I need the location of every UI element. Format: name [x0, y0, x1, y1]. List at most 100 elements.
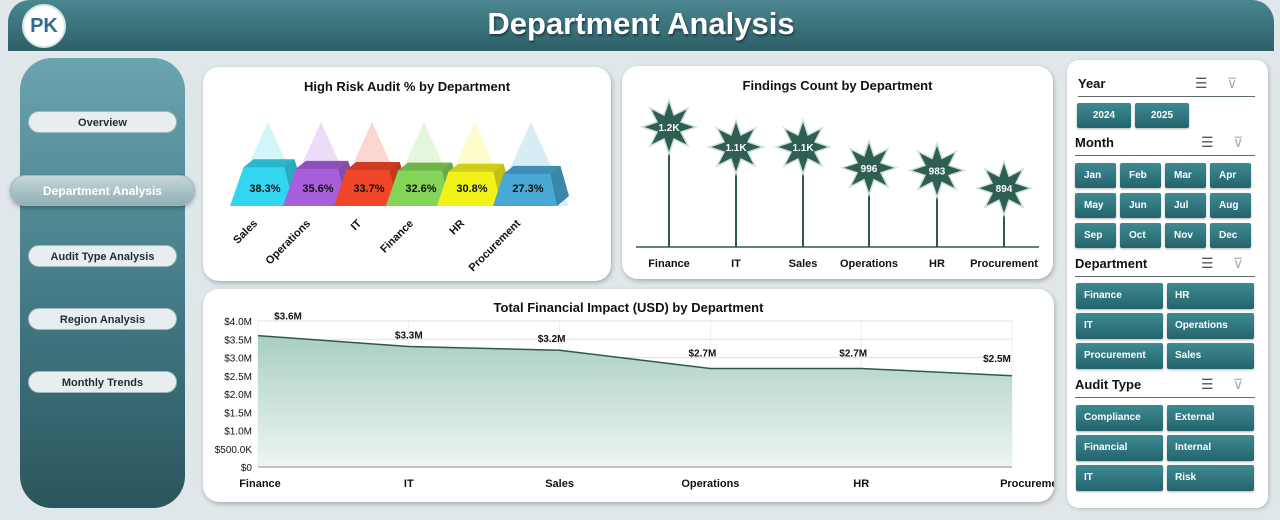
category-label: Operations [840, 258, 898, 270]
category-label: IT [349, 217, 365, 233]
category-label: Operations [681, 478, 739, 490]
y-tick-label: $3.0M [224, 354, 252, 365]
clear-filter-icon[interactable]: ⊽ [1227, 75, 1238, 91]
y-tick-label: $2.5M [224, 372, 252, 383]
data-label: 983 [929, 166, 946, 177]
month-slicer-item[interactable]: Oct [1120, 223, 1161, 248]
data-label: 32.6% [405, 183, 436, 195]
audit-type-slicer-item[interactable]: External [1167, 405, 1254, 431]
audit-type-slicer-item[interactable]: Internal [1167, 435, 1254, 461]
category-label: Finance [239, 478, 281, 490]
year-slicer-item[interactable]: 2025 [1135, 103, 1189, 128]
data-label: 894 [996, 184, 1013, 195]
department-slicer-item[interactable]: Finance [1076, 283, 1163, 309]
star-marker [974, 158, 1034, 218]
star-marker [639, 97, 699, 157]
data-label: 27.3% [512, 183, 543, 195]
clear-filter-icon[interactable]: ⊽ [1233, 134, 1244, 150]
data-label: 1.1K [725, 143, 747, 154]
financial-impact-chart-card: Total Financial Impact (USD) by Departme… [203, 289, 1054, 502]
month-slicer-item[interactable]: Sep [1075, 223, 1116, 248]
y-tick-label: $3.5M [224, 335, 252, 346]
category-label: HR [853, 478, 869, 490]
nav-overview-button[interactable]: Overview [28, 111, 177, 133]
category-label: HR [929, 258, 945, 270]
y-tick-label: $0 [241, 463, 253, 474]
clear-filter-icon[interactable]: ⊽ [1233, 255, 1244, 271]
department-slicer-item[interactable]: Sales [1167, 343, 1254, 369]
month-slicer-item[interactable]: Nov [1165, 223, 1206, 248]
area-fill [258, 335, 1012, 467]
year-slicer-item[interactable]: 2024 [1077, 103, 1131, 128]
y-tick-label: $1.5M [224, 408, 252, 419]
data-label: $3.6M [274, 312, 302, 323]
multi-select-icon[interactable]: ☰ [1195, 75, 1208, 91]
sidebar [20, 58, 185, 508]
category-label: Sales [545, 478, 574, 490]
multi-select-icon[interactable]: ☰ [1201, 134, 1214, 150]
y-tick-label: $2.0M [224, 390, 252, 401]
data-label: 38.3% [249, 183, 280, 195]
month-slicer-item[interactable]: Feb [1120, 163, 1161, 188]
data-label: 30.8% [456, 183, 487, 195]
month-slicer-item[interactable]: Dec [1210, 223, 1251, 248]
department-slicer-item[interactable]: Procurement [1076, 343, 1163, 369]
month-slicer-item[interactable]: May [1075, 193, 1116, 218]
category-label: HR [447, 218, 467, 238]
category-label: Procurement [1000, 478, 1054, 490]
audit-type-slicer-item[interactable]: Compliance [1076, 405, 1163, 431]
category-label: Procurement [467, 217, 524, 274]
department-slicer-title: Department [1075, 256, 1148, 271]
audit-type-slicer-item[interactable]: Financial [1076, 435, 1163, 461]
month-slicer-item[interactable]: Jul [1165, 193, 1206, 218]
audit-type-slicer-item[interactable]: Risk [1167, 465, 1254, 491]
department-slicer-item[interactable]: Operations [1167, 313, 1254, 339]
header-bar: PK Department Analysis [8, 0, 1274, 51]
month-slicer-item[interactable]: Aug [1210, 193, 1251, 218]
data-label: $2.7M [689, 348, 717, 359]
multi-select-icon[interactable]: ☰ [1201, 255, 1214, 271]
category-label: IT [731, 258, 741, 270]
data-label: 1.1K [792, 143, 814, 154]
nav-monthly-trends-button[interactable]: Monthly Trends [28, 371, 177, 393]
chart-title: Findings Count by Department [742, 78, 933, 93]
data-label: $3.3M [395, 331, 423, 342]
month-slicer-item[interactable]: Jun [1120, 193, 1161, 218]
divider [1075, 155, 1255, 156]
audit-type-slicer-title: Audit Type [1075, 377, 1142, 392]
nav-audit-type-analysis-button[interactable]: Audit Type Analysis [28, 245, 177, 267]
audit-type-slicer-item[interactable]: IT [1076, 465, 1163, 491]
category-label: Sales [789, 258, 818, 270]
department-slicer-item[interactable]: HR [1167, 283, 1254, 309]
divider [1078, 96, 1255, 97]
category-label: Finance [648, 258, 690, 270]
month-slicer-item[interactable]: Apr [1210, 163, 1251, 188]
data-label: $2.5M [983, 354, 1011, 365]
month-slicer-item[interactable]: Mar [1165, 163, 1206, 188]
multi-select-icon[interactable]: ☰ [1201, 376, 1214, 392]
nav-department-analysis-button[interactable]: Department Analysis [10, 175, 195, 206]
divider [1075, 276, 1255, 277]
data-label: $2.7M [839, 348, 867, 359]
category-label: Sales [231, 218, 260, 247]
star-marker [839, 138, 899, 198]
clear-filter-icon[interactable]: ⊽ [1233, 376, 1244, 392]
department-slicer-item[interactable]: IT [1076, 313, 1163, 339]
pyramid-chart: 38.3% Sales 35.6% Operations 33.7% IT 32.6% Fin… [230, 122, 569, 274]
category-label: IT [404, 478, 414, 490]
data-label: 33.7% [353, 183, 384, 195]
category-label: Finance [378, 218, 416, 256]
data-label: 35.6% [302, 183, 333, 195]
findings-chart-card: Findings Count by Department 1.2K Finance… [622, 66, 1053, 279]
category-label: Procurement [970, 258, 1038, 270]
data-label: 1.2K [658, 123, 680, 134]
star-marker [907, 141, 967, 200]
y-tick-label: $500.0K [215, 445, 253, 456]
logo: PK [22, 4, 66, 48]
y-tick-label: $4.0M [224, 317, 252, 328]
month-slicer-item[interactable]: Jan [1075, 163, 1116, 188]
pyramid-bar [493, 122, 569, 206]
nav-region-analysis-button[interactable]: Region Analysis [28, 308, 177, 330]
area-chart: $0 $500.0K $1.0M $1.5M $2.0M $2.5M $3.0M $3.5M $… [215, 312, 1054, 490]
y-tick-label: $1.0M [224, 427, 252, 438]
